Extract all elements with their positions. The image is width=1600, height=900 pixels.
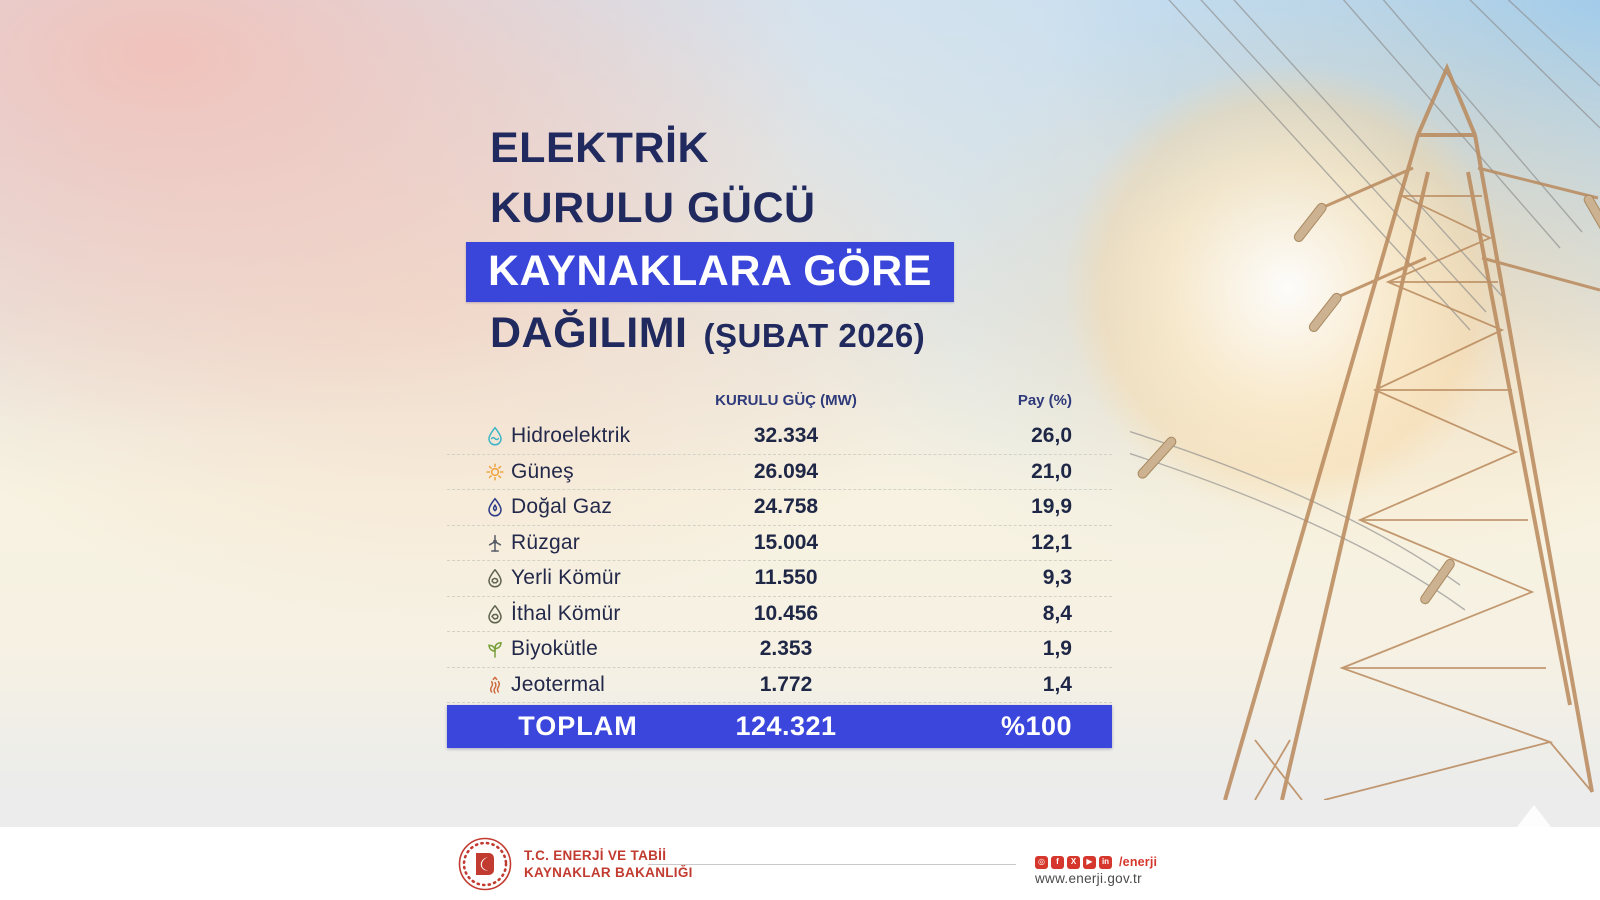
title-date-suffix: (ŞUBAT 2026) (703, 317, 926, 354)
total-row: TOPLAM 124.321 %100 (447, 705, 1112, 748)
table-row: Yerli Kömür 11.550 9,3 (447, 561, 1112, 597)
table-row: Rüzgar 15.004 12,1 (447, 526, 1112, 561)
social-handle: /enerji (1119, 855, 1158, 869)
row-capacity: 15.004 (753, 530, 819, 554)
ministry-name-line-1: T.C. ENERJİ VE TABİİ (524, 848, 667, 863)
row-label: Jeotermal (511, 672, 606, 696)
table-header: KURULU GÜÇ (MW) Pay (%) (447, 392, 1112, 419)
row-share: 12,1 (1031, 530, 1072, 554)
total-capacity: 124.321 (735, 711, 837, 741)
ministry-name-line-2: KAYNAKLAR BAKANLIĞI (524, 865, 693, 880)
linkedin-icon[interactable]: in (1099, 855, 1112, 869)
footer-divider (648, 864, 1016, 865)
social-icons: ◎ f X ▶ in /enerji (1035, 855, 1157, 869)
title-highlight-box: KAYNAKLARA GÖRE (466, 242, 954, 302)
title-line-3-main: DAĞILIMI (490, 309, 688, 357)
title-line-3: DAĞILIMI (ŞUBAT 2026) (466, 304, 954, 362)
table-row: İthal Kömür 10.456 8,4 (447, 597, 1112, 632)
sun-icon (485, 461, 507, 483)
row-label: Doğal Gaz (511, 495, 613, 519)
row-share: 1,9 (1042, 637, 1072, 661)
row-share: 26,0 (1031, 424, 1072, 448)
power-lines-illustration (1130, 0, 1600, 800)
imported-coal-icon (485, 603, 507, 625)
youtube-icon[interactable]: ▶ (1083, 855, 1096, 869)
title-block: ELEKTRİK KURULU GÜCÜ KAYNAKLARA GÖRE DAĞ… (466, 118, 954, 362)
row-label: Rüzgar (511, 530, 580, 554)
title-line-1: ELEKTRİK (490, 124, 709, 172)
table-row: Hidroelektrik 32.334 26,0 (447, 419, 1112, 455)
ministry-branding: T.C. ENERJİ VE TABİİ KAYNAKLAR BAKANLIĞI (458, 837, 693, 891)
footer (0, 827, 1600, 900)
hydro-icon (485, 425, 507, 447)
domestic-coal-icon (485, 567, 507, 589)
geothermal-icon (485, 674, 507, 696)
row-share: 8,4 (1042, 601, 1072, 625)
table-header-capacity: KURULU GÜÇ (MW) (715, 392, 857, 409)
row-label: Hidroelektrik (511, 424, 631, 448)
facebook-icon[interactable]: f (1051, 855, 1064, 869)
total-label: TOPLAM (518, 711, 638, 741)
website-url[interactable]: www.enerji.gov.tr (1035, 871, 1142, 886)
row-share: 19,9 (1031, 495, 1072, 519)
row-capacity: 11.550 (754, 566, 818, 590)
row-label: İthal Kömür (511, 601, 621, 625)
ministry-name: T.C. ENERJİ VE TABİİ KAYNAKLAR BAKANLIĞI (524, 847, 693, 881)
wind-turbine-icon (485, 532, 507, 554)
footer-peak-decoration (1517, 805, 1551, 827)
row-label: Güneş (511, 459, 574, 483)
row-share: 21,0 (1031, 459, 1072, 483)
ministry-logo (458, 837, 512, 891)
gas-flame-icon (485, 496, 507, 518)
row-share: 1,4 (1042, 672, 1072, 696)
table-row: Jeotermal 1.772 1,4 (447, 668, 1112, 703)
row-label: Yerli Kömür (511, 566, 621, 590)
row-label: Biyokütle (511, 637, 599, 661)
total-share: %100 (1000, 711, 1072, 741)
row-capacity: 10.456 (753, 601, 819, 625)
row-capacity: 32.334 (753, 424, 819, 448)
table-row: Güneş 26.094 21,0 (447, 455, 1112, 490)
table-header-share: Pay (%) (1017, 392, 1072, 409)
table-row: Doğal Gaz 24.758 19,9 (447, 490, 1112, 526)
biomass-icon (485, 638, 507, 660)
row-capacity: 24.758 (753, 495, 819, 519)
row-capacity: 1.772 (759, 672, 813, 696)
x-icon[interactable]: X (1067, 855, 1080, 869)
instagram-icon[interactable]: ◎ (1035, 855, 1048, 869)
title-line-2: KURULU GÜCÜ (490, 184, 816, 232)
capacity-table: KURULU GÜÇ (MW) Pay (%) Hidroelektrik 32… (447, 392, 1112, 748)
row-share: 9,3 (1042, 566, 1072, 590)
social-block: ◎ f X ▶ in /enerji www.enerji.gov.tr (1035, 855, 1157, 886)
row-capacity: 26.094 (753, 459, 819, 483)
row-capacity: 2.353 (759, 637, 813, 661)
table-row: Biyokütle 2.353 1,9 (447, 632, 1112, 668)
